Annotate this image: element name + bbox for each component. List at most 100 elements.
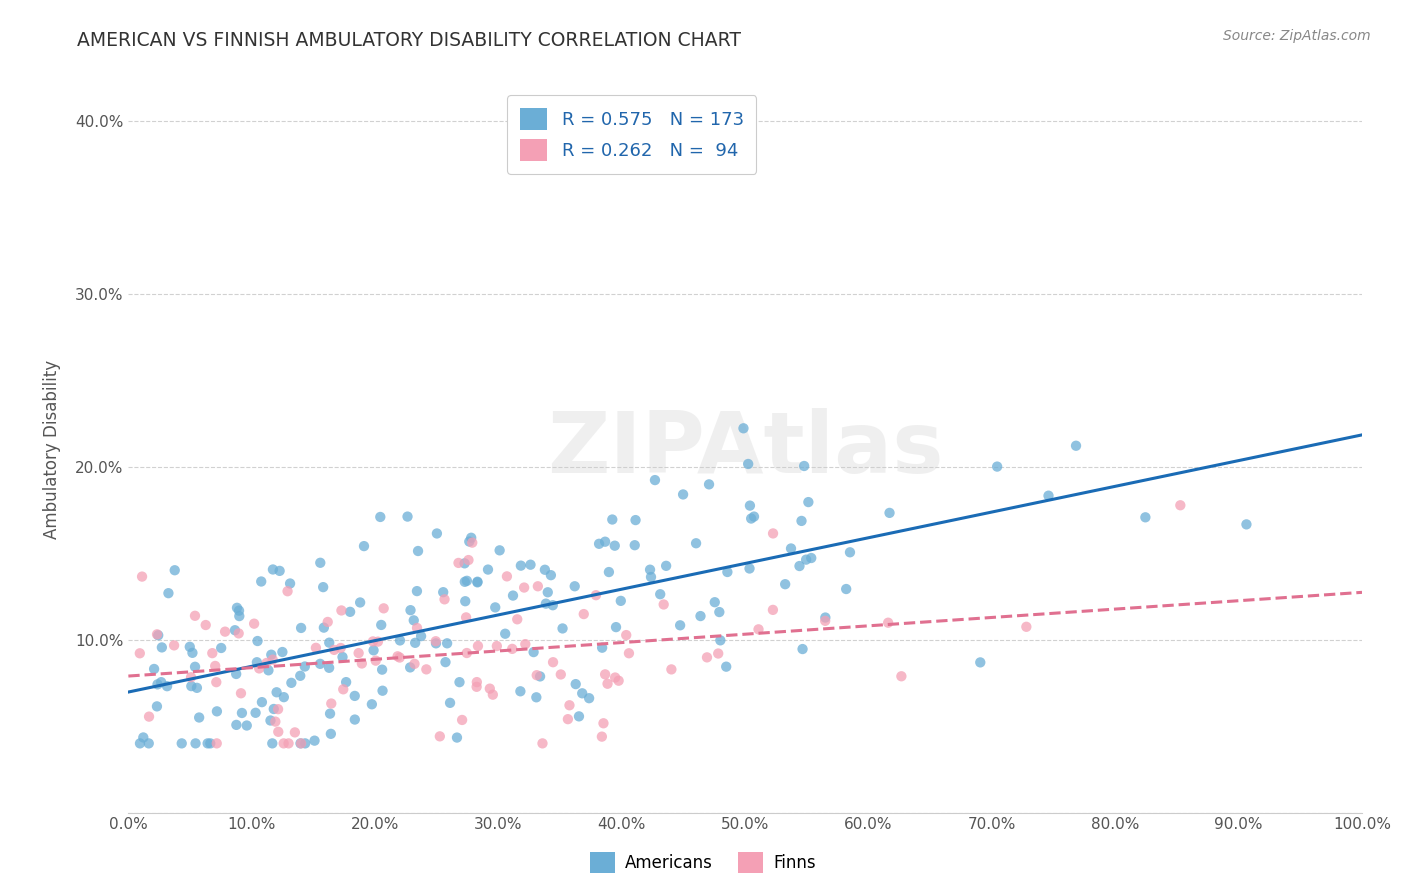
Point: [541, 655, 564, 669]
Point: [652, 598, 675, 612]
Point: [969, 656, 991, 670]
Point: [526, 668, 548, 682]
Point: [243, 616, 266, 631]
Point: [200, 736, 222, 750]
Point: [432, 585, 454, 599]
Point: [363, 643, 385, 657]
Point: [800, 551, 823, 566]
Point: [150, 675, 173, 690]
Point: [402, 613, 425, 627]
Point: [271, 645, 294, 659]
Point: [318, 635, 340, 649]
Point: [454, 574, 477, 589]
Point: [780, 541, 803, 556]
Point: [256, 656, 278, 670]
Point: [214, 624, 236, 639]
Point: [361, 634, 384, 648]
Point: [228, 604, 250, 618]
Point: [550, 667, 572, 681]
Point: [669, 618, 692, 632]
Point: [814, 610, 837, 624]
Point: [399, 603, 422, 617]
Point: [197, 736, 219, 750]
Point: [502, 589, 524, 603]
Point: [429, 730, 451, 744]
Point: [184, 608, 207, 623]
Point: [506, 612, 529, 626]
Point: [247, 661, 270, 675]
Point: [250, 695, 273, 709]
Point: [509, 684, 531, 698]
Point: [762, 526, 785, 541]
Point: [205, 736, 228, 750]
Point: [350, 657, 373, 671]
Point: [449, 675, 471, 690]
Point: [610, 594, 633, 608]
Point: [404, 636, 426, 650]
Point: [146, 699, 169, 714]
Point: [364, 654, 387, 668]
Point: [304, 733, 326, 747]
Point: [436, 636, 458, 650]
Point: [343, 689, 366, 703]
Point: [709, 633, 731, 648]
Point: [640, 570, 662, 584]
Point: [415, 662, 437, 676]
Point: [138, 709, 160, 723]
Point: [329, 640, 352, 655]
Point: [128, 646, 150, 660]
Point: [568, 709, 591, 723]
Point: [388, 650, 411, 665]
Point: [877, 615, 900, 630]
Point: [588, 537, 610, 551]
Point: [773, 577, 796, 591]
Point: [578, 691, 600, 706]
Point: [655, 558, 678, 573]
Point: [312, 580, 335, 594]
Point: [593, 534, 616, 549]
Point: [260, 648, 283, 662]
Point: [264, 714, 287, 729]
Point: [267, 724, 290, 739]
Point: [733, 421, 755, 435]
Point: [406, 621, 429, 635]
Point: [150, 640, 173, 655]
Point: [321, 697, 343, 711]
Point: [228, 609, 250, 624]
Point: [157, 586, 180, 600]
Point: [740, 511, 762, 525]
Point: [453, 557, 475, 571]
Point: [738, 561, 761, 575]
Point: [792, 642, 814, 657]
Point: [551, 622, 574, 636]
Point: [747, 623, 769, 637]
Point: [790, 514, 813, 528]
Point: [188, 710, 211, 724]
Point: [614, 628, 637, 642]
Point: [797, 495, 820, 509]
Point: [454, 594, 477, 608]
Point: [527, 579, 550, 593]
Point: [1064, 439, 1087, 453]
Point: [1236, 517, 1258, 532]
Point: [814, 614, 837, 628]
Point: [572, 607, 595, 621]
Point: [404, 657, 426, 671]
Point: [789, 559, 811, 574]
Point: [368, 510, 391, 524]
Point: [689, 609, 711, 624]
Point: [644, 473, 666, 487]
Point: [138, 736, 160, 750]
Point: [277, 584, 299, 599]
Point: [224, 624, 246, 638]
Point: [406, 584, 429, 599]
Point: [179, 640, 201, 654]
Point: [269, 564, 291, 578]
Point: [225, 718, 247, 732]
Point: [1135, 510, 1157, 524]
Point: [184, 736, 207, 750]
Point: [793, 458, 815, 473]
Point: [451, 713, 474, 727]
Point: [148, 628, 170, 642]
Point: [716, 565, 738, 579]
